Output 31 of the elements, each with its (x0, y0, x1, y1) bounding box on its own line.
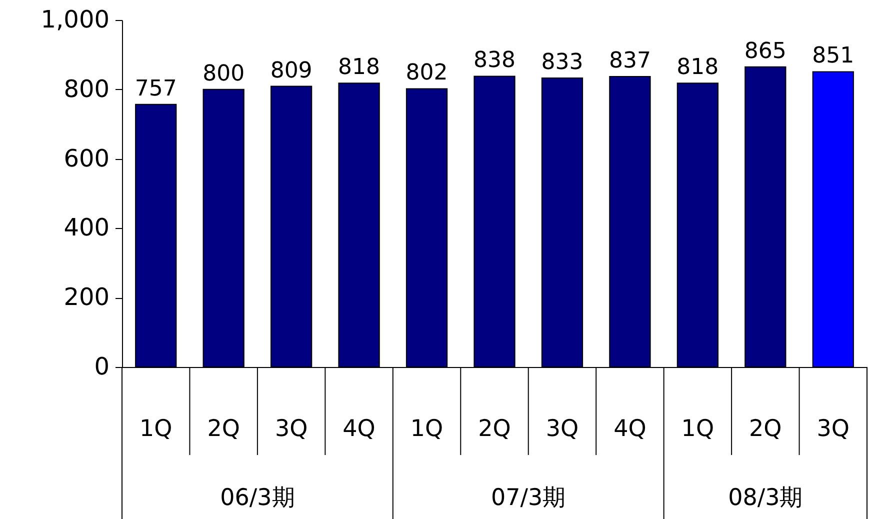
x-tick-label: 1Q (681, 416, 714, 442)
y-tick-label: 800 (64, 74, 110, 103)
text: 06/3期 (220, 485, 295, 511)
x-tick-label: 4Q (614, 416, 646, 442)
data-label: 838 (474, 48, 516, 74)
x-tick-label: 3Q (546, 416, 579, 442)
x-tick-label: 1Q (139, 416, 172, 442)
x-tick-label: 4Q (342, 416, 376, 442)
data-label: 800 (202, 61, 245, 86)
x-tick-label: 1Q (410, 416, 444, 442)
y-tick-label: 0 (94, 352, 110, 380)
data-label: 802 (406, 60, 448, 86)
data-label: 757 (134, 76, 177, 102)
data-label: 833 (541, 50, 584, 75)
x-tick-label: 2Q (749, 416, 782, 442)
data-label: 809 (270, 58, 312, 84)
data-label: 865 (744, 38, 786, 64)
x-tick-label: 3Q (274, 416, 308, 442)
y-tick-label: 400 (64, 214, 110, 242)
data-label: 818 (338, 55, 380, 80)
data-label: 837 (608, 48, 651, 74)
text: 08/3期 (728, 485, 803, 511)
data-label: 851 (812, 44, 854, 69)
x-tick-label: 2Q (207, 416, 240, 442)
data-label: 818 (676, 55, 719, 80)
x-tick-label: 2Q (478, 416, 511, 442)
y-tick-label: 600 (64, 144, 110, 172)
text: 07/3期 (491, 485, 566, 511)
y-tick-label: 1,000 (40, 6, 110, 34)
x-tick-label: 3Q (816, 416, 850, 442)
y-tick-label: 200 (64, 283, 110, 312)
